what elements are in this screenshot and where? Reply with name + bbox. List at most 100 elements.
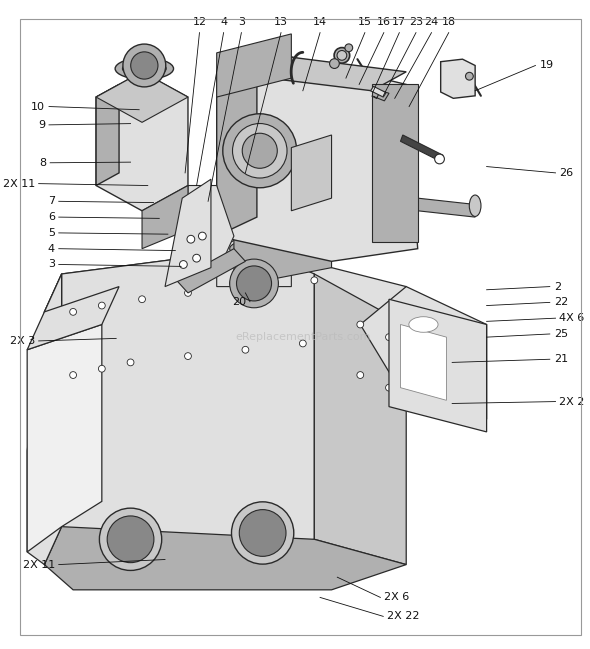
- Text: 21: 21: [553, 354, 568, 364]
- Text: 18: 18: [442, 17, 456, 27]
- Text: 25: 25: [553, 329, 568, 339]
- Circle shape: [231, 283, 237, 290]
- Text: 17: 17: [392, 17, 407, 27]
- Circle shape: [70, 372, 77, 378]
- Polygon shape: [61, 249, 314, 565]
- Circle shape: [230, 259, 278, 308]
- Circle shape: [330, 58, 339, 68]
- Text: 2X 11: 2X 11: [22, 559, 55, 570]
- Text: 2X 11: 2X 11: [2, 178, 35, 189]
- Polygon shape: [389, 299, 487, 432]
- Text: 13: 13: [274, 17, 288, 27]
- Polygon shape: [96, 84, 119, 186]
- Text: 2X 6: 2X 6: [384, 593, 409, 602]
- Polygon shape: [441, 59, 475, 99]
- Ellipse shape: [115, 58, 173, 79]
- Circle shape: [237, 266, 271, 301]
- Circle shape: [242, 347, 249, 353]
- Circle shape: [231, 502, 294, 564]
- Circle shape: [70, 308, 77, 315]
- Circle shape: [311, 277, 318, 284]
- Text: 24: 24: [424, 17, 438, 27]
- Polygon shape: [142, 186, 188, 249]
- Polygon shape: [371, 86, 386, 97]
- Circle shape: [223, 114, 297, 188]
- Text: 4: 4: [48, 243, 55, 254]
- Text: 7: 7: [48, 196, 55, 206]
- Circle shape: [357, 372, 363, 378]
- Text: 2X 2: 2X 2: [559, 397, 585, 406]
- Text: 5: 5: [48, 228, 55, 238]
- Text: 12: 12: [192, 17, 206, 27]
- Circle shape: [198, 232, 206, 240]
- Polygon shape: [389, 195, 475, 217]
- Polygon shape: [314, 274, 407, 565]
- Ellipse shape: [230, 240, 278, 258]
- Text: eReplacementParts.com: eReplacementParts.com: [235, 332, 371, 342]
- Polygon shape: [217, 34, 291, 97]
- Circle shape: [357, 321, 363, 328]
- Polygon shape: [217, 53, 257, 236]
- Polygon shape: [27, 287, 119, 350]
- Polygon shape: [96, 72, 188, 123]
- Polygon shape: [217, 230, 291, 287]
- Polygon shape: [217, 53, 418, 262]
- Text: 14: 14: [313, 17, 327, 27]
- Polygon shape: [44, 249, 407, 324]
- Text: 22: 22: [553, 297, 568, 308]
- Ellipse shape: [230, 275, 278, 292]
- Polygon shape: [188, 186, 234, 274]
- Circle shape: [386, 384, 392, 391]
- Polygon shape: [372, 91, 389, 101]
- Polygon shape: [165, 179, 211, 287]
- Circle shape: [99, 365, 105, 372]
- Circle shape: [131, 52, 158, 79]
- Circle shape: [271, 277, 277, 284]
- Text: 9: 9: [38, 120, 45, 130]
- Circle shape: [386, 334, 392, 341]
- Polygon shape: [372, 84, 418, 242]
- Polygon shape: [401, 135, 443, 162]
- Circle shape: [127, 359, 134, 366]
- Text: 3: 3: [48, 260, 55, 269]
- Circle shape: [232, 123, 287, 178]
- Polygon shape: [96, 72, 188, 211]
- Text: 4X 6: 4X 6: [559, 313, 585, 323]
- Text: 10: 10: [31, 101, 45, 112]
- Circle shape: [185, 289, 191, 297]
- Circle shape: [99, 508, 162, 570]
- Circle shape: [187, 236, 195, 243]
- Circle shape: [193, 254, 201, 262]
- Ellipse shape: [409, 317, 438, 332]
- Circle shape: [300, 340, 306, 347]
- Circle shape: [123, 44, 166, 87]
- Circle shape: [139, 296, 146, 302]
- Text: 4: 4: [220, 17, 227, 27]
- Text: 15: 15: [358, 17, 372, 27]
- Circle shape: [240, 509, 286, 556]
- Circle shape: [414, 397, 421, 404]
- Circle shape: [466, 72, 473, 80]
- Text: 16: 16: [377, 17, 391, 27]
- Circle shape: [345, 44, 353, 52]
- Circle shape: [337, 51, 347, 60]
- Polygon shape: [27, 274, 61, 565]
- Circle shape: [185, 352, 191, 360]
- Polygon shape: [401, 324, 447, 400]
- Circle shape: [242, 133, 277, 168]
- Text: 23: 23: [409, 17, 423, 27]
- Polygon shape: [291, 135, 332, 211]
- Text: 2X 3: 2X 3: [9, 336, 35, 346]
- Text: 20: 20: [232, 297, 246, 307]
- Polygon shape: [176, 249, 245, 293]
- Polygon shape: [234, 211, 332, 287]
- Text: 2X 22: 2X 22: [387, 611, 419, 621]
- Circle shape: [99, 302, 105, 309]
- Text: 3: 3: [238, 17, 245, 27]
- Polygon shape: [27, 324, 102, 552]
- Text: 8: 8: [39, 158, 46, 168]
- Text: 26: 26: [559, 168, 573, 178]
- Ellipse shape: [123, 61, 166, 77]
- Polygon shape: [44, 274, 61, 565]
- Circle shape: [179, 261, 187, 269]
